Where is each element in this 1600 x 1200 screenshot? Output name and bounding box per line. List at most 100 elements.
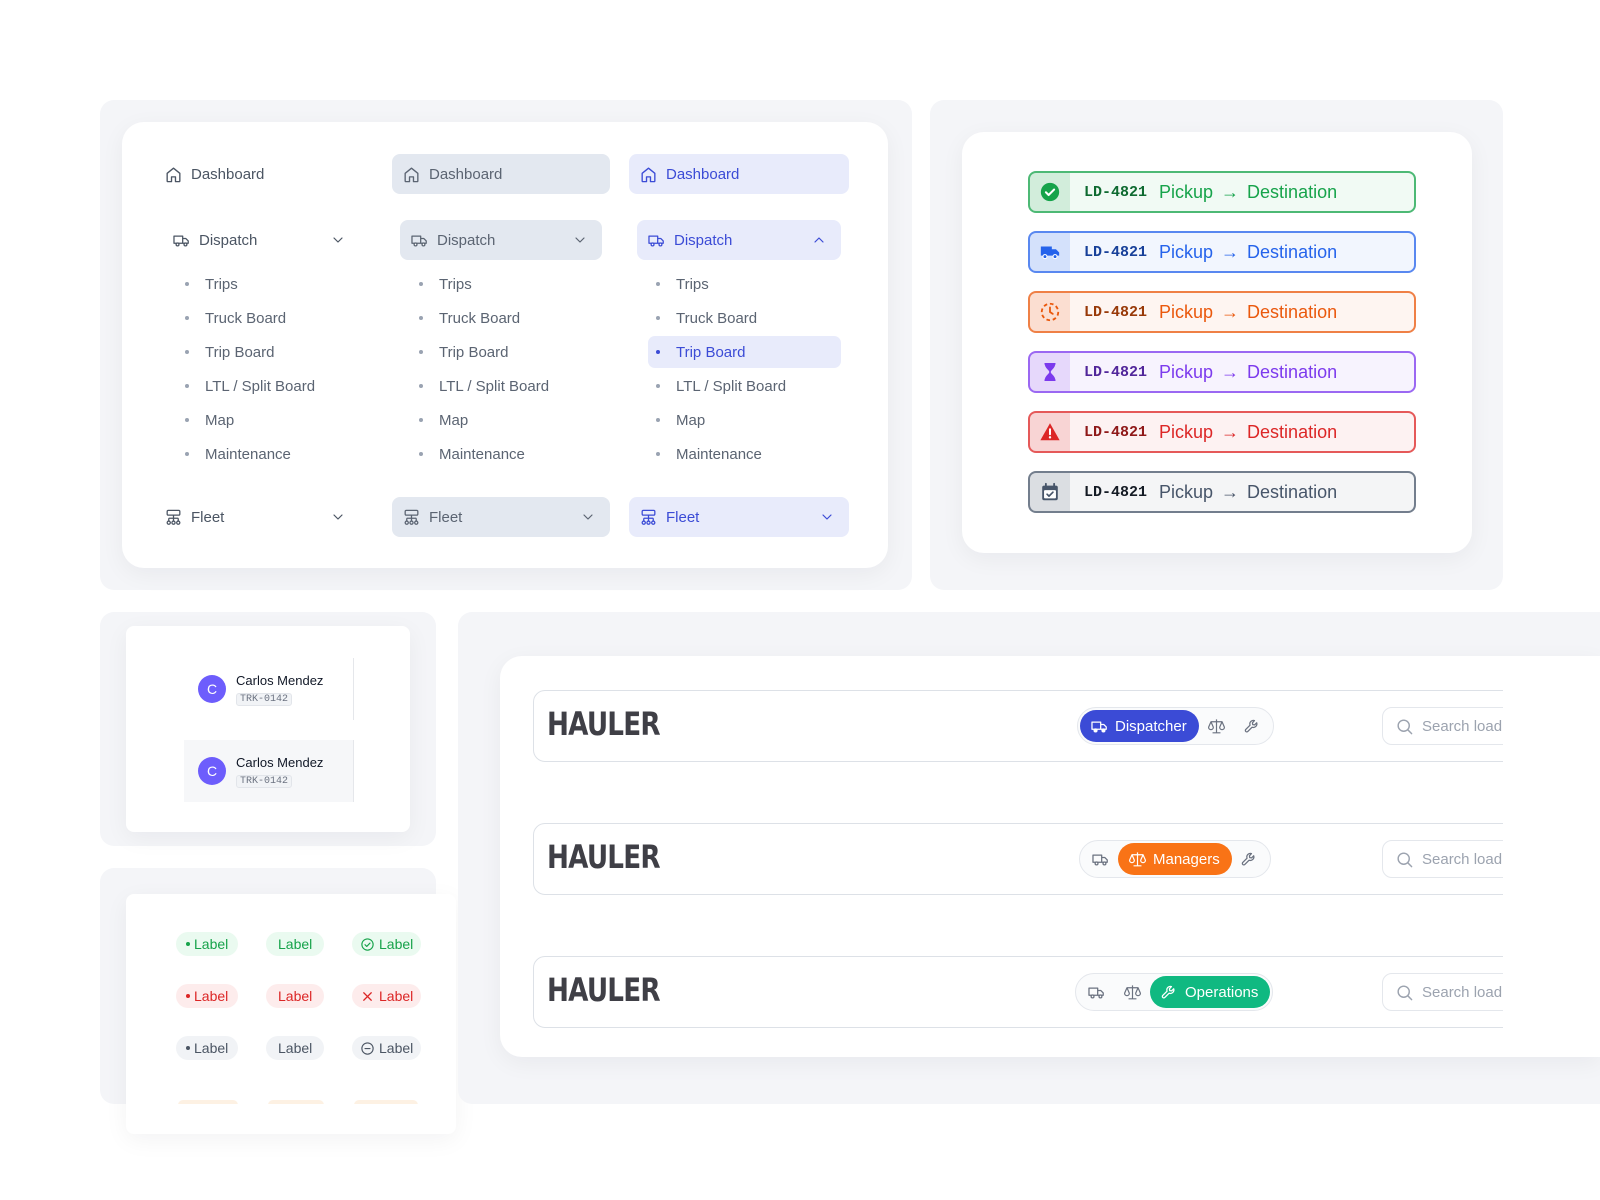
role-toggle-operations-active[interactable]: Operations (1150, 976, 1271, 1008)
nav-sub-item-label: LTL / Split Board (676, 377, 787, 395)
user-row[interactable]: C Carlos Mendez TRK-0142 (184, 658, 354, 720)
arrow-right-icon: → (1221, 241, 1240, 262)
badge-icon: Label (352, 1036, 422, 1060)
nav-sub-item[interactable]: LTL / Split Board (411, 370, 604, 402)
search-input[interactable]: Search load, driver, truck… (1382, 973, 1503, 1011)
nav-sub-item-label: Trip Board (205, 343, 275, 361)
nav-dispatch-default[interactable]: Dispatch (166, 220, 360, 260)
load-row[interactable]: LD-4821 Pickup → Destination (1028, 171, 1416, 213)
bullet (185, 418, 189, 422)
role-toggle-managers[interactable] (1199, 710, 1235, 742)
role-toggle-dispatcher-active[interactable]: Dispatcher (1080, 710, 1199, 742)
nav-sub-item[interactable]: Truck Board (177, 302, 370, 334)
nav-sub-item[interactable]: Trips (411, 268, 604, 300)
badge-label: Label (379, 988, 414, 1004)
nav-sub-item[interactable]: Maintenance (411, 438, 604, 470)
role-toggle-managers-active[interactable]: Managers (1118, 843, 1232, 875)
app-logo[interactable]: HAULER (547, 838, 661, 876)
arrow-right-icon: → (1221, 361, 1240, 382)
role-toggle-dispatcher[interactable] (1078, 976, 1114, 1008)
nav-fleet-active[interactable]: Fleet (629, 497, 849, 537)
truck-icon (1091, 854, 1108, 866)
search-icon (1397, 984, 1413, 1000)
role-switcher: Managers (1079, 840, 1271, 878)
bullet (185, 452, 189, 456)
load-row[interactable]: LD-4821 Pickup → Destination (1028, 291, 1416, 333)
chevron-down-icon[interactable] (330, 509, 346, 525)
minus-circle-icon (361, 1041, 374, 1055)
role-toggle-operations[interactable] (1235, 710, 1271, 742)
load-status-icon-box (1030, 233, 1070, 271)
badge-label: Label (379, 936, 414, 952)
load-row[interactable]: LD-4821 Pickup → Destination (1028, 231, 1416, 273)
user-name: Carlos Mendez (236, 672, 324, 688)
nav-sub-item[interactable]: Map (648, 404, 841, 436)
nav-fleet-default[interactable]: Fleet (158, 497, 360, 537)
home-icon (404, 166, 419, 182)
arrow-right-icon: → (1221, 181, 1240, 202)
nav-sub-item[interactable]: LTL / Split Board (648, 370, 841, 402)
nav-sub-item-label: Maintenance (439, 445, 525, 463)
load-route: Pickup → Destination (1159, 482, 1337, 503)
nav-sub-item[interactable]: Truck Board (411, 302, 604, 334)
load-id: LD-4821 (1084, 483, 1148, 501)
search-icon (1397, 851, 1413, 867)
nav-sub-item[interactable]: LTL / Split Board (177, 370, 370, 402)
chevron-down-icon[interactable] (330, 232, 346, 248)
chevron-down-icon[interactable] (819, 509, 835, 525)
load-row[interactable]: LD-4821 Pickup → Destination (1028, 471, 1416, 513)
warning-triangle-icon (1040, 423, 1060, 441)
load-status-icon-box (1030, 293, 1070, 331)
user-row[interactable]: C Carlos Mendez TRK-0142 (184, 740, 354, 802)
nav-dashboard-default[interactable]: Dashboard (158, 154, 360, 194)
home-icon (166, 166, 181, 182)
chevron-up-icon[interactable] (811, 232, 827, 248)
role-toggle-managers[interactable] (1114, 976, 1150, 1008)
nav-dispatch-hover[interactable]: Dispatch (400, 220, 602, 260)
nav-sub-item[interactable]: Trips (648, 268, 841, 300)
chevron-down-icon[interactable] (572, 232, 588, 248)
arrow-right-icon: → (1221, 421, 1240, 442)
load-status-icon-box (1030, 473, 1070, 511)
load-destination: Destination (1247, 361, 1338, 382)
nav-sub-item[interactable]: Trip Board (177, 336, 370, 368)
nav-sub-item[interactable]: Maintenance (648, 438, 841, 470)
badge-dot: Label (176, 984, 239, 1008)
bullet (185, 282, 189, 286)
user-info: Carlos Mendez TRK-0142 (236, 755, 323, 788)
bullet (656, 418, 660, 422)
wrench-icon (1161, 985, 1175, 999)
nav-sub-item[interactable]: Trips (177, 268, 370, 300)
role-switcher: Operations (1075, 973, 1274, 1011)
nav-sub-item[interactable]: Trip Board (411, 336, 604, 368)
role-toggle-dispatcher[interactable] (1082, 843, 1118, 875)
app-logo[interactable]: HAULER (547, 971, 661, 1009)
nav-fleet-hover[interactable]: Fleet (392, 497, 610, 537)
nav-dispatch-active[interactable]: Dispatch (637, 220, 841, 260)
truck-icon (648, 235, 664, 247)
load-row[interactable]: LD-4821 Pickup → Destination (1028, 351, 1416, 393)
chevron-down-icon[interactable] (580, 509, 596, 525)
nav-sub-item-label: Trip Board (676, 343, 746, 361)
nav-dashboard-active[interactable]: Dashboard (629, 154, 849, 194)
badge-label: Label (278, 988, 313, 1004)
nav-sub-item[interactable]: Trip Board (648, 336, 841, 368)
app-header: HAULER Dispatcher Search load, driver, t… (533, 690, 1503, 762)
nav-sub-item[interactable]: Map (411, 404, 604, 436)
nav-sub-item[interactable]: Truck Board (648, 302, 841, 334)
bullet (185, 316, 189, 320)
nav-dashboard-hover[interactable]: Dashboard (392, 154, 610, 194)
nav-sub-item[interactable]: Map (177, 404, 370, 436)
nav-fleet-label: Fleet (191, 508, 225, 526)
badge-row-peek (178, 1100, 418, 1104)
badge-label: Label (379, 1040, 414, 1056)
nav-sub-item-label: Truck Board (205, 309, 287, 327)
app-logo[interactable]: HAULER (547, 705, 661, 743)
home-icon (641, 166, 656, 182)
scale-icon (1123, 984, 1141, 999)
role-toggle-operations[interactable] (1232, 843, 1268, 875)
load-row[interactable]: LD-4821 Pickup → Destination (1028, 411, 1416, 453)
search-input[interactable]: Search load, driver, truck… (1382, 840, 1503, 878)
nav-sub-item[interactable]: Maintenance (177, 438, 370, 470)
search-input[interactable]: Search load, driver, truck… (1382, 707, 1503, 745)
